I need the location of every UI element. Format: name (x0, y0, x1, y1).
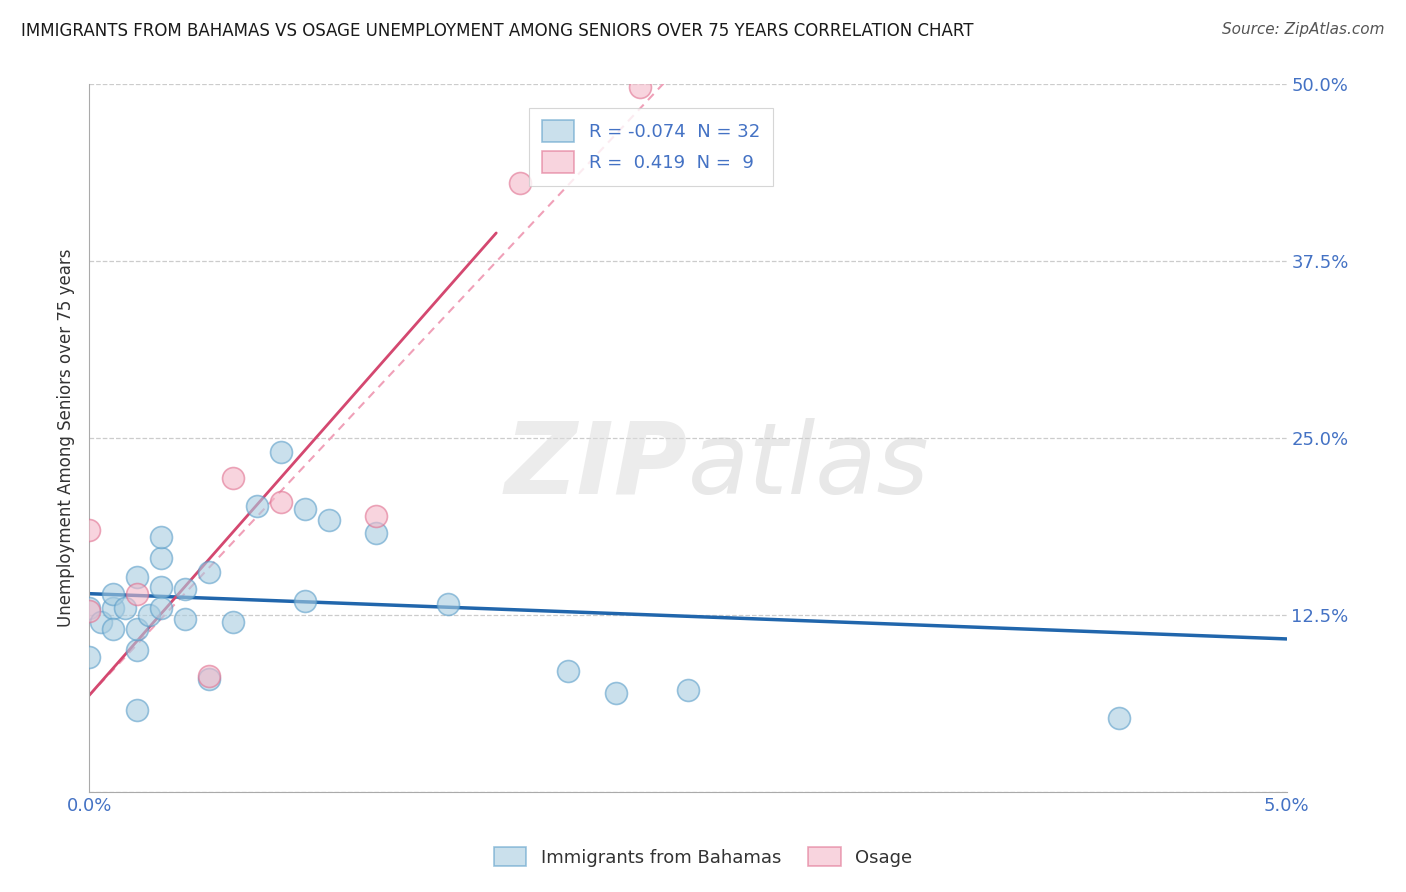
Point (676, 682, 699, 697)
Point (149, 600, 172, 615)
Point (1108, 711, 1130, 725)
Point (149, 551, 172, 566)
Point (114, 600, 136, 615)
Point (90, 615, 112, 629)
Point (294, 593, 316, 607)
Point (605, 686, 627, 700)
Point (509, 177, 531, 191)
Text: atlas: atlas (688, 417, 929, 515)
Point (101, 587, 124, 601)
Point (138, 607, 160, 622)
Point (77, 604, 100, 618)
Point (318, 513, 340, 527)
Point (294, 501, 316, 516)
Point (437, 597, 460, 611)
Point (77, 523, 100, 537)
Point (125, 643, 148, 657)
Point (198, 669, 221, 683)
Point (101, 600, 124, 615)
Point (557, 665, 579, 679)
Point (366, 508, 388, 523)
Point (246, 499, 269, 513)
Y-axis label: Unemployment Among Seniors over 75 years: Unemployment Among Seniors over 75 years (58, 249, 75, 627)
Text: ZIP: ZIP (505, 417, 688, 515)
Point (198, 672, 221, 686)
Point (77, 650, 100, 665)
Point (222, 471, 245, 485)
Point (149, 580, 172, 594)
Legend: R = -0.074  N = 32, R =  0.419  N =  9: R = -0.074 N = 32, R = 0.419 N = 9 (529, 108, 773, 186)
Point (101, 622, 124, 636)
Point (222, 615, 245, 629)
Text: Source: ZipAtlas.com: Source: ZipAtlas.com (1222, 22, 1385, 37)
Point (125, 570, 148, 584)
Point (125, 703, 148, 717)
Point (173, 582, 195, 597)
Point (270, 494, 292, 508)
Point (125, 587, 148, 601)
Point (628, 80, 651, 95)
Point (149, 530, 172, 544)
Point (198, 566, 221, 580)
Point (125, 622, 148, 636)
Text: IMMIGRANTS FROM BAHAMAS VS OSAGE UNEMPLOYMENT AMONG SENIORS OVER 75 YEARS CORREL: IMMIGRANTS FROM BAHAMAS VS OSAGE UNEMPLO… (21, 22, 973, 40)
Point (270, 445, 292, 459)
Point (173, 612, 195, 626)
Point (77, 600, 100, 615)
Point (366, 525, 388, 540)
Legend: Immigrants from Bahamas, Osage: Immigrants from Bahamas, Osage (486, 840, 920, 874)
